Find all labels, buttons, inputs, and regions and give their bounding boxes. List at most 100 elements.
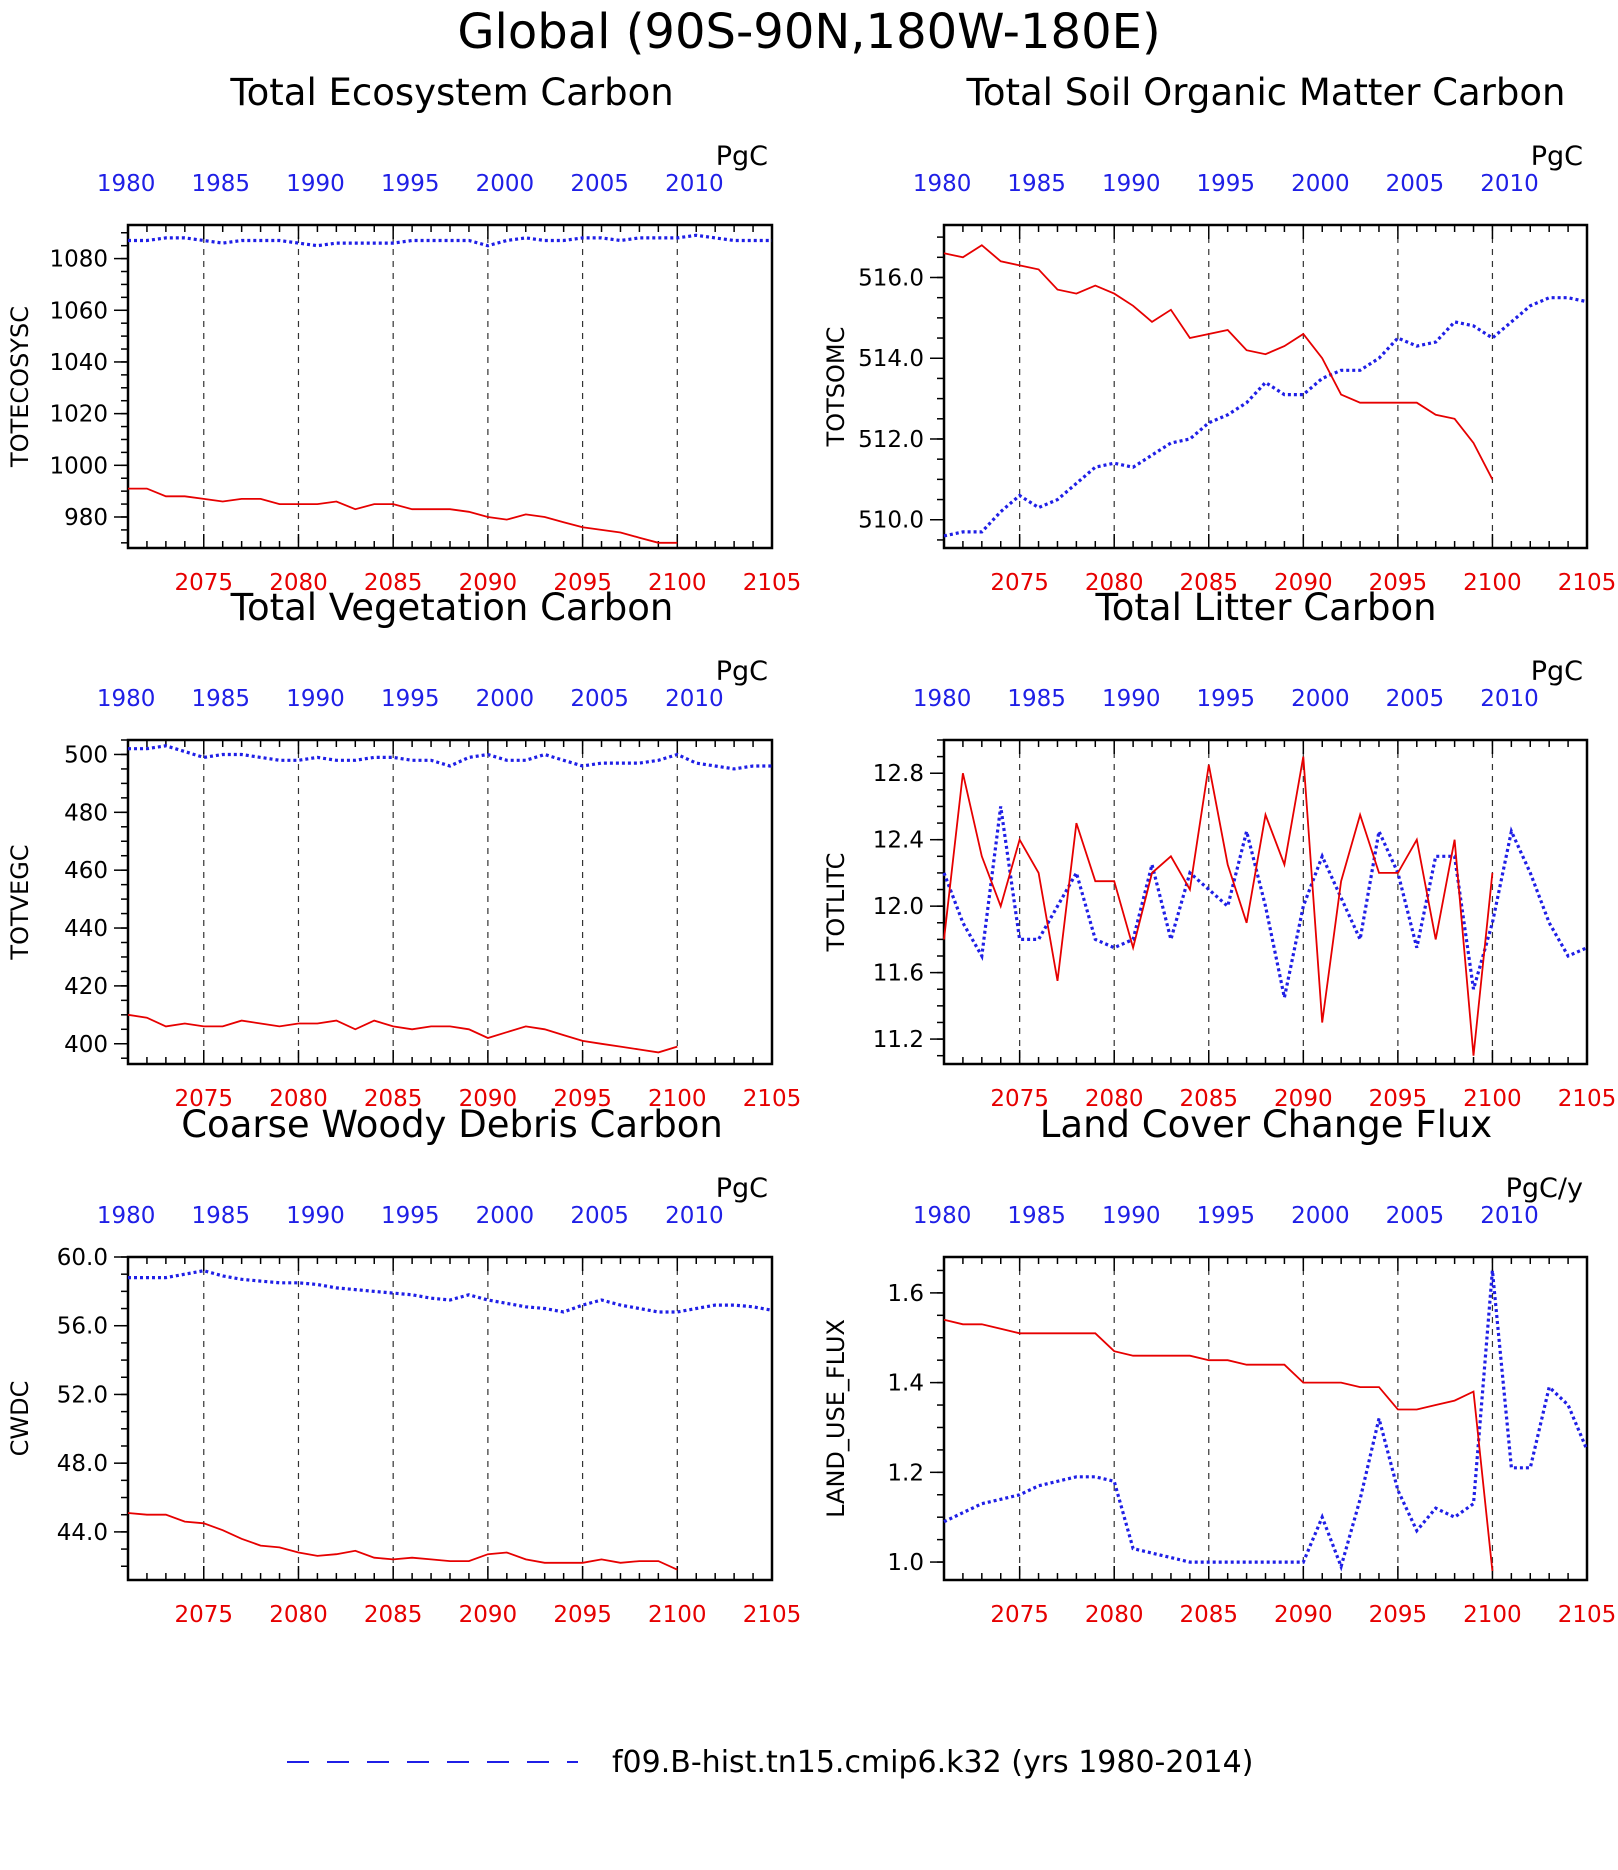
units-label: PgC — [716, 1173, 768, 1204]
x-tick-label: 2105 — [1558, 1602, 1617, 1628]
y-tick-label: 1040 — [49, 350, 108, 376]
x-tick-label: 2090 — [1274, 1602, 1333, 1628]
y-tick-label: 512.0 — [858, 427, 924, 453]
x-tick-label: 2105 — [743, 570, 802, 596]
x-tick-label: 2075 — [174, 1086, 233, 1112]
y-tick-label: 52.0 — [57, 1382, 108, 1408]
y-tick-label: 12.4 — [873, 828, 924, 854]
x-tick-label: 2100 — [1463, 1086, 1522, 1112]
x-tick-label: 2100 — [648, 1086, 707, 1112]
y-tick-label: 1020 — [49, 402, 108, 428]
y-tick-label: 400 — [64, 1032, 108, 1058]
top-tick-label: 1995 — [1197, 171, 1256, 197]
top-tick-label: 1980 — [97, 686, 156, 712]
y-tick-label: 516.0 — [858, 265, 924, 291]
legend: f09.B-hist.tn15.cmip6.k32 (yrs 1980-2014… — [287, 1745, 1253, 1870]
top-tick-label: 2005 — [570, 1203, 629, 1229]
x-tick-label: 2105 — [743, 1086, 802, 1112]
y-tick-label: 1080 — [49, 247, 108, 273]
x-tick-label: 2085 — [1179, 570, 1238, 596]
x-tick-label: 2080 — [269, 1602, 328, 1628]
top-tick-label: 1995 — [381, 1203, 440, 1229]
top-tick-label: 2000 — [476, 686, 535, 712]
x-tick-label: 2075 — [990, 1602, 1049, 1628]
y-tick-label: 44.0 — [57, 1520, 108, 1546]
top-tick-label: 2010 — [665, 1203, 724, 1229]
top-tick-label: 1985 — [1007, 686, 1066, 712]
ssp-series-line — [127, 1013, 678, 1054]
top-tick-label: 2005 — [1386, 171, 1445, 197]
top-tick-label: 1985 — [1007, 171, 1066, 197]
top-tick-label: 1990 — [286, 686, 345, 712]
x-tick-label: 2080 — [1085, 1602, 1144, 1628]
y-tick-label: 980 — [64, 505, 108, 531]
x-tick-label: 2075 — [174, 570, 233, 596]
y-tick-label: 12.8 — [873, 761, 924, 787]
y-tick-label: 500 — [64, 742, 108, 768]
chart-panel: Land Cover Change Flux PgC/y 2075 2080 2085 2… — [822, 1103, 1616, 1628]
top-tick-label: 1980 — [913, 171, 972, 197]
x-tick-label: 2080 — [269, 1086, 328, 1112]
panel-title: Total Soil Organic Matter Carbon — [966, 71, 1566, 114]
top-tick-label: 1990 — [1102, 1203, 1161, 1229]
x-tick-label: 2095 — [553, 1602, 612, 1628]
top-tick-label: 2010 — [1480, 1203, 1539, 1229]
top-tick-label: 1985 — [192, 686, 251, 712]
x-tick-label: 2085 — [364, 1086, 423, 1112]
x-tick-label: 2085 — [364, 570, 423, 596]
ssp-series-line — [943, 1318, 1494, 1572]
y-tick-label: 1.0 — [887, 1550, 924, 1576]
top-tick-label: 2005 — [1386, 1203, 1445, 1229]
units-label: PgC — [1531, 141, 1583, 172]
x-tick-label: 2090 — [1274, 1086, 1333, 1112]
x-tick-label: 2085 — [1179, 1086, 1238, 1112]
chart-panel: Total Soil Organic Matter Carbon PgC 2075 2… — [822, 71, 1616, 596]
x-tick-label: 2085 — [364, 1602, 423, 1628]
top-tick-label: 1985 — [192, 171, 251, 197]
ssp-series-line — [128, 487, 678, 544]
y-tick-label: 12.0 — [873, 894, 924, 920]
top-tick-label: 1990 — [1102, 171, 1161, 197]
x-tick-label: 2080 — [269, 570, 328, 596]
x-tick-label: 2095 — [553, 1086, 612, 1112]
panels: Total Ecosystem Carbon PgC 2075 2080 2085 209… — [6, 71, 1616, 1628]
panel-title: Coarse Woody Debris Carbon — [181, 1103, 723, 1146]
x-tick-label: 2090 — [459, 1086, 518, 1112]
units-label: PgC/y — [1506, 1173, 1583, 1204]
top-tick-label: 1990 — [286, 171, 345, 197]
x-tick-label: 2080 — [1085, 570, 1144, 596]
plot-frame — [126, 223, 774, 550]
hist-series-line — [943, 1270, 1589, 1572]
x-tick-label: 2095 — [1369, 1602, 1428, 1628]
plot-frame — [126, 738, 774, 1066]
plot-frame — [942, 738, 1589, 1066]
top-tick-label: 1995 — [381, 171, 440, 197]
top-tick-label: 2010 — [1480, 171, 1539, 197]
y-axis-label: CWDC — [6, 1381, 34, 1457]
ssp-series-line — [943, 756, 1494, 1056]
x-tick-label: 2100 — [648, 570, 707, 596]
hist-series-line — [942, 806, 1588, 998]
y-tick-label: 56.0 — [57, 1314, 108, 1340]
y-axis-label: TOTECOSYSC — [6, 306, 34, 468]
x-tick-label: 2075 — [990, 1086, 1049, 1112]
top-tick-label: 2005 — [570, 686, 629, 712]
x-tick-label: 2090 — [459, 1602, 518, 1628]
y-tick-label: 1000 — [49, 453, 108, 479]
top-tick-label: 2010 — [665, 686, 724, 712]
legend-label: f09.B-hist.tn15.cmip6.k32 (yrs 1980-2014… — [612, 1745, 1253, 1780]
top-tick-label: 2000 — [1291, 1203, 1350, 1229]
plot-frame — [942, 1255, 1589, 1582]
y-tick-label: 11.2 — [873, 1027, 924, 1053]
top-tick-label: 1980 — [913, 1203, 972, 1229]
x-tick-label: 2100 — [1463, 570, 1522, 596]
panel-title: Total Litter Carbon — [1094, 586, 1436, 629]
hist-series-line — [128, 233, 772, 248]
y-tick-label: 440 — [64, 916, 108, 942]
top-tick-label: 2010 — [665, 171, 724, 197]
y-tick-label: 1060 — [49, 298, 108, 324]
y-tick-label: 48.0 — [57, 1451, 108, 1477]
x-tick-label: 2095 — [1369, 570, 1428, 596]
units-label: PgC — [1531, 656, 1583, 687]
